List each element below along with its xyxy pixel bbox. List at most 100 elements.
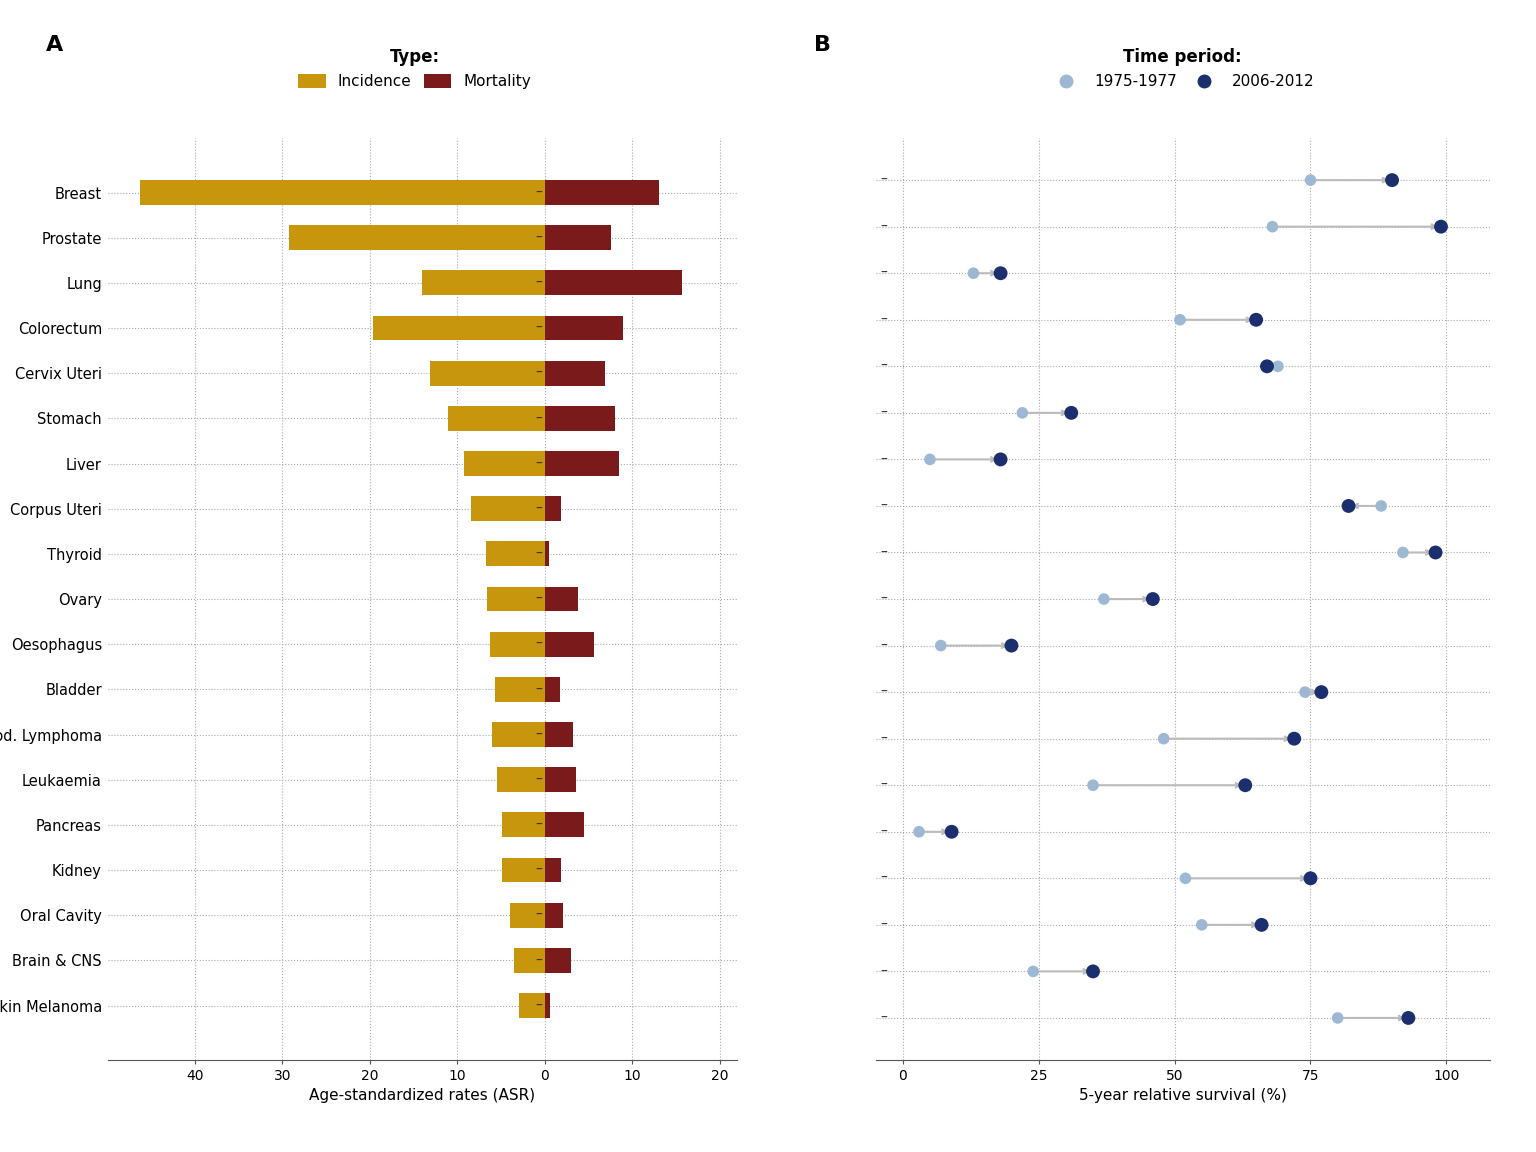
Point [1424,544,1448,562]
Point [1396,1009,1421,1028]
Text: –: – [880,638,888,652]
Text: –: – [535,456,542,470]
Point [1011,403,1035,422]
Text: –: – [880,312,888,327]
Bar [545,406,614,431]
Bar [373,316,545,341]
Bar [490,631,545,657]
Point [988,264,1012,282]
Text: –: – [535,547,542,561]
Bar [421,271,545,295]
Point [906,823,931,841]
Point [1266,357,1290,376]
Bar [140,180,545,205]
Point [1298,869,1322,887]
Text: –: – [535,275,542,290]
Text: –: – [535,321,542,335]
Bar [487,586,545,612]
Bar [496,767,545,793]
Bar [545,271,682,295]
Bar [472,497,545,521]
Text: –: – [880,499,888,513]
Bar [545,180,659,205]
X-axis label: Age-standardized rates (ASR): Age-standardized rates (ASR) [309,1089,536,1104]
Bar [545,767,576,793]
Bar [545,812,584,838]
X-axis label: 5-year relative survival (%): 5-year relative survival (%) [1078,1089,1287,1104]
Text: –: – [880,732,888,745]
Text: –: – [535,411,542,425]
Point [1189,916,1213,934]
Legend: Incidence, Mortality: Incidence, Mortality [292,43,538,96]
Text: –: – [880,779,888,793]
Point [962,264,986,282]
Bar [487,541,545,567]
Bar [545,361,605,386]
Bar [430,361,545,386]
Point [1260,218,1284,236]
Bar [545,316,622,341]
Point [1390,544,1415,562]
Point [940,823,965,841]
Point [1141,590,1166,608]
Bar [545,677,559,702]
Text: –: – [880,964,888,978]
Bar [545,948,571,972]
Point [1249,916,1273,934]
Bar [495,677,545,702]
Point [1428,218,1453,236]
Point [1293,683,1318,702]
Bar [493,722,545,746]
Point [1167,311,1192,329]
Point [1369,497,1393,515]
Bar [289,226,545,250]
Bar [545,497,561,521]
Bar [545,226,611,250]
Bar [502,857,545,882]
Text: –: – [880,266,888,280]
Bar [545,903,564,927]
Text: B: B [814,35,831,54]
Text: –: – [880,453,888,467]
Point [1081,962,1106,980]
Text: –: – [535,637,542,651]
Text: –: – [535,999,542,1013]
Point [1283,729,1307,748]
Bar [515,948,545,972]
Text: –: – [535,818,542,832]
Point [998,636,1023,654]
Bar [545,452,619,476]
Text: –: – [880,220,888,234]
Bar [545,993,550,1018]
Point [1174,869,1198,887]
Text: –: – [535,773,542,787]
Point [1255,357,1279,376]
Text: –: – [880,173,888,187]
Bar [449,406,545,431]
Text: –: – [880,918,888,932]
Text: –: – [535,863,542,877]
Point [1326,1009,1350,1028]
Text: –: – [535,366,542,380]
Bar [502,812,545,838]
Text: –: – [535,592,542,606]
Text: –: – [535,502,542,516]
Bar [545,631,594,657]
Text: –: – [880,592,888,606]
Bar [545,586,578,612]
Point [1379,170,1404,189]
Text: –: – [535,682,542,696]
Text: –: – [535,185,542,199]
Point [917,450,942,469]
Text: –: – [535,230,542,244]
Bar [545,722,573,746]
Point [1309,683,1333,702]
Point [1092,590,1117,608]
Text: –: – [880,546,888,560]
Bar [545,857,561,882]
Text: –: – [535,728,542,742]
Point [1081,776,1106,795]
Text: –: – [880,1011,888,1025]
Bar [464,452,545,476]
Point [1058,403,1083,422]
